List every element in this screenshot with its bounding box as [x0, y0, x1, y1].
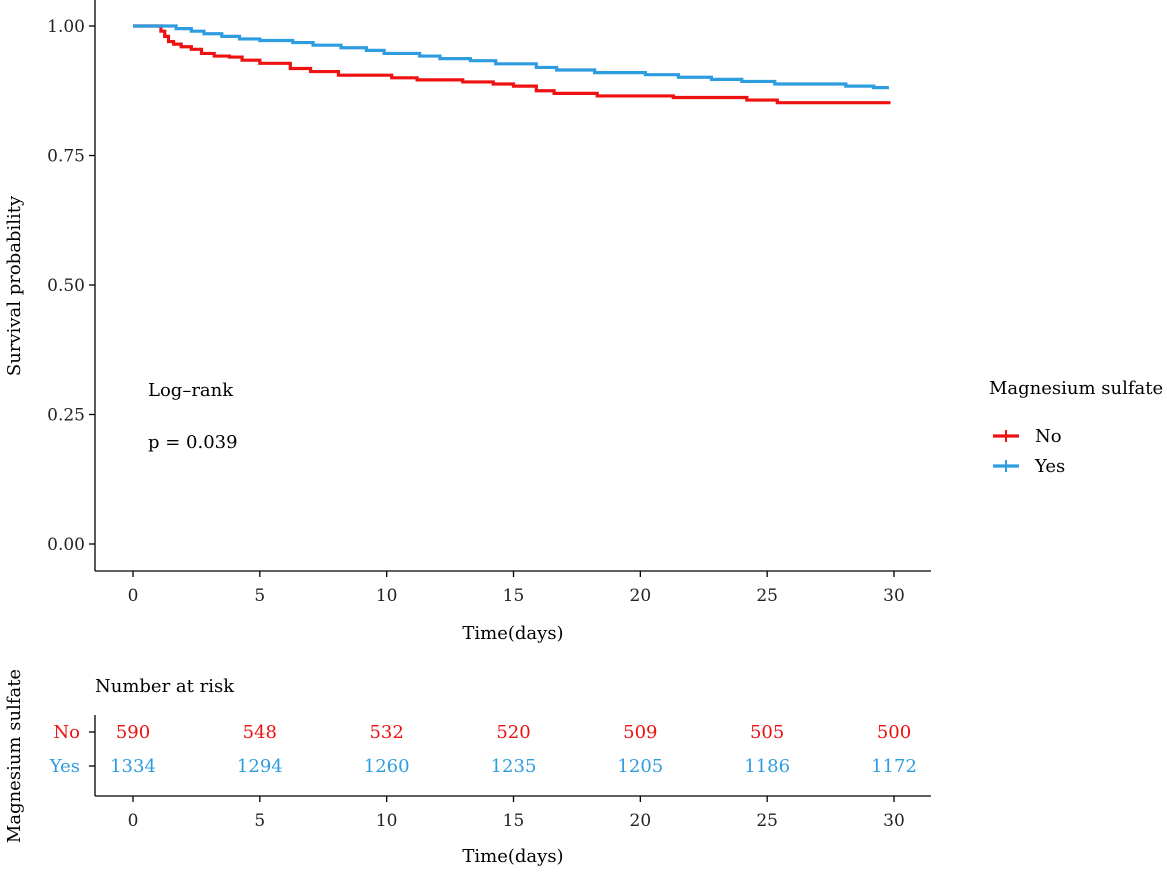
risk-count: 1235 [491, 756, 537, 777]
logrank-label: Log–rank [148, 380, 234, 401]
risk-x-tick-label: 0 [128, 811, 139, 831]
risk-count: 1172 [871, 756, 917, 777]
risk-x-tick-label: 15 [503, 811, 525, 831]
y-tick-label: 1.00 [47, 17, 85, 37]
risk-count: 505 [750, 722, 784, 743]
risk-x-tick-label: 20 [630, 811, 652, 831]
y-axis-title: Survival probability [4, 195, 25, 376]
risk-x-tick-label: 30 [883, 811, 905, 831]
risk-count: 532 [369, 722, 403, 743]
risk-table: Number at risk No 590 548 532 520 509 505 500Ye… [4, 669, 931, 867]
legend-title: Magnesium sulfate [989, 378, 1163, 399]
risk-x-tick-label: 25 [756, 811, 778, 831]
legend-label-no: No [1035, 426, 1062, 447]
x-tick-label: 20 [630, 586, 652, 606]
y-ticks: 0.00 0.25 0.50 0.75 1.00 [47, 17, 95, 555]
x-ticks: 0 5 10 15 20 25 30 [128, 571, 905, 606]
y-tick-label: 0.75 [47, 147, 85, 167]
legend: Magnesium sulfate No Yes [989, 378, 1163, 477]
x-tick-label: 25 [756, 586, 778, 606]
risk-count: 1260 [364, 756, 410, 777]
risk-count: 520 [496, 722, 530, 743]
legend-item-yes: Yes [993, 456, 1065, 477]
x-tick-label: 10 [376, 586, 398, 606]
survival-curve-no [133, 24, 891, 105]
risk-count: 1205 [617, 756, 663, 777]
x-tick-label: 5 [254, 586, 265, 606]
risk-count: 1186 [744, 756, 790, 777]
survival-curves [133, 24, 891, 105]
risk-count: 590 [116, 722, 150, 743]
risk-x-axis-title: Time(days) [462, 846, 563, 867]
y-tick-label: 0.25 [47, 406, 85, 426]
x-tick-label: 15 [503, 586, 525, 606]
y-tick-label: 0.50 [47, 276, 85, 296]
y-tick-label: 0.00 [47, 535, 85, 555]
x-axis-title: Time(days) [462, 623, 563, 644]
legend-item-no: No [993, 426, 1062, 447]
risk-count: 509 [623, 722, 657, 743]
survival-plot: 0.00 0.25 0.50 0.75 1.00 0 5 10 15 20 25 30 Surviv… [4, 0, 931, 644]
risk-count: 548 [243, 722, 277, 743]
risk-count: 500 [877, 722, 911, 743]
legend-label-yes: Yes [1034, 456, 1065, 477]
p-value-label: p = 0.039 [148, 432, 238, 453]
risk-table-title: Number at risk [95, 676, 235, 697]
x-tick-label: 0 [128, 586, 139, 606]
risk-row-label-no: No [53, 722, 80, 743]
risk-x-ticks: 0 5 10 15 20 25 30 [128, 796, 905, 831]
risk-x-tick-label: 10 [376, 811, 398, 831]
risk-y-axis-title: Magnesium sulfate [4, 669, 25, 843]
x-tick-label: 30 [883, 586, 905, 606]
risk-count: 1294 [237, 756, 283, 777]
risk-row-label-yes: Yes [49, 756, 80, 777]
risk-count: 1334 [110, 756, 156, 777]
risk-x-tick-label: 5 [254, 811, 265, 831]
risk-rows: No 590 548 532 520 509 505 500 Yes 1334 1294 1260 12… [49, 722, 917, 777]
survival-curve-yes [133, 24, 889, 90]
